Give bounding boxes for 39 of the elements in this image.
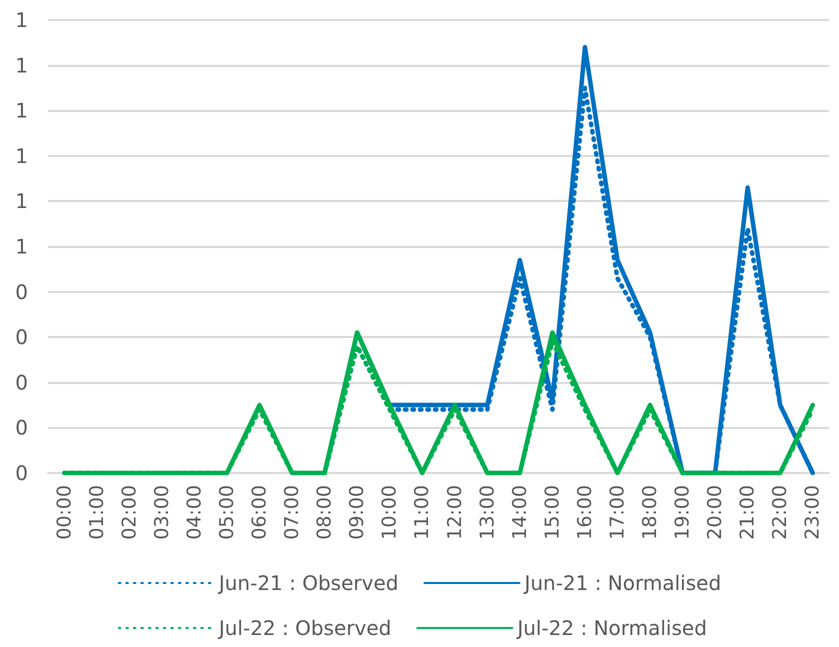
x-tick-label: 23:00 bbox=[802, 485, 824, 540]
x-tick-label: 12:00 bbox=[444, 485, 466, 540]
x-tick-label: 09:00 bbox=[346, 485, 368, 540]
x-tick-label: 08:00 bbox=[314, 485, 336, 540]
y-tick-label: 1 bbox=[15, 53, 28, 78]
x-tick-label: 06:00 bbox=[248, 485, 271, 540]
x-tick-label: 17:00 bbox=[606, 485, 628, 540]
x-tick-label: 15:00 bbox=[541, 485, 564, 540]
x-tick-label: 00:00 bbox=[53, 485, 76, 540]
x-tick-label: 13:00 bbox=[476, 485, 498, 540]
x-tick-label: 05:00 bbox=[216, 485, 238, 540]
x-tick-label: 01:00 bbox=[86, 485, 108, 540]
y-tick-label: 0 bbox=[15, 416, 28, 440]
x-tick-label: 22:00 bbox=[769, 485, 792, 540]
x-tick-label: 19:00 bbox=[672, 485, 694, 540]
y-tick-label: 1 bbox=[15, 189, 28, 214]
x-tick-label: 20:00 bbox=[704, 485, 726, 540]
x-tick-label: 04:00 bbox=[183, 485, 206, 540]
y-tick-label: 1 bbox=[15, 234, 28, 258]
y-tick-label: 0 bbox=[15, 370, 28, 394]
legend-label: Jul-22 : Observed bbox=[216, 616, 392, 640]
x-tick-label: 14:00 bbox=[508, 485, 531, 540]
x-tick-label: 11:00 bbox=[411, 485, 434, 540]
legend-label: Jul-22 : Normalised bbox=[515, 616, 707, 640]
x-tick-label: 03:00 bbox=[150, 485, 173, 540]
y-tick-label: 1 bbox=[15, 144, 28, 168]
y-tick-label: 1 bbox=[15, 98, 28, 123]
y-tick-label: 0 bbox=[15, 461, 28, 485]
x-tick-label: 07:00 bbox=[281, 485, 304, 540]
x-tick-label: 18:00 bbox=[639, 485, 662, 540]
legend-label: Jun-21 : Normalised bbox=[522, 571, 722, 595]
x-tick-label: 02:00 bbox=[118, 485, 140, 540]
y-tick-label: 0 bbox=[15, 325, 28, 350]
x-tick-label: 10:00 bbox=[378, 485, 401, 540]
x-tick-label: 21:00 bbox=[736, 485, 759, 540]
x-tick-label: 16:00 bbox=[574, 485, 596, 540]
legend-label: Jun-21 : Observed bbox=[216, 571, 398, 595]
y-tick-label: 1 bbox=[15, 8, 28, 32]
y-tick-label: 0 bbox=[15, 280, 28, 304]
